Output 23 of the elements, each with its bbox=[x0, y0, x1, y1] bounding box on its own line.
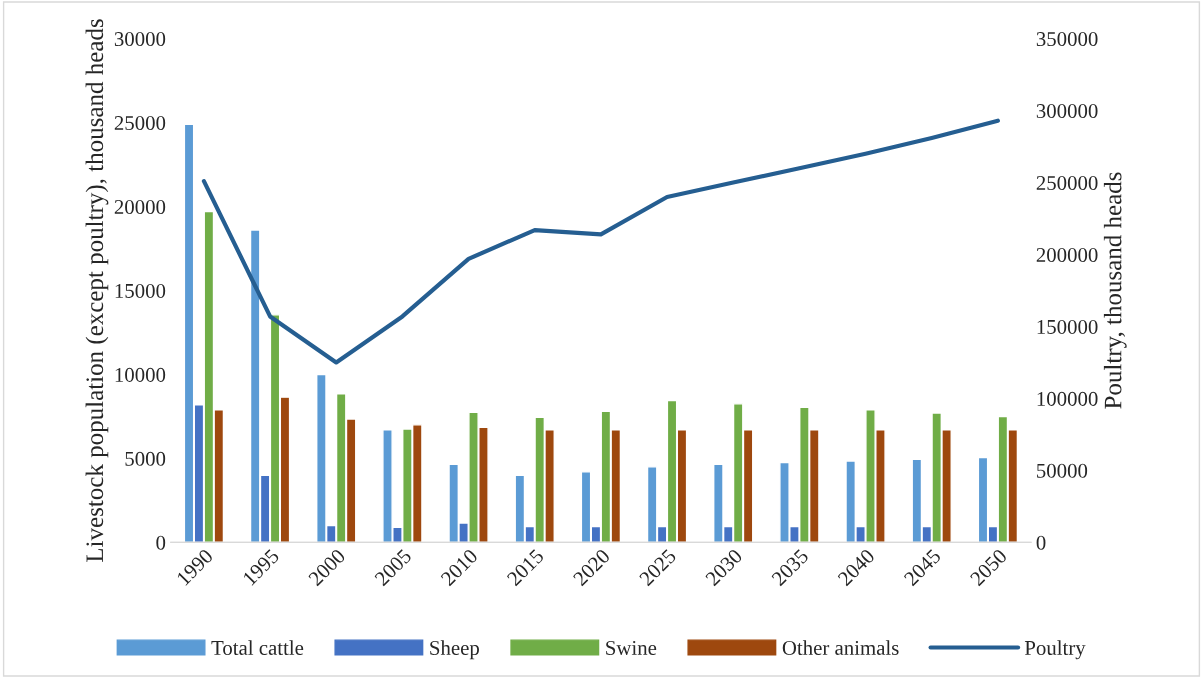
y2-axis-title: Poultry, thousand heads bbox=[1103, 172, 1127, 409]
legend-label: Other animals bbox=[782, 640, 899, 655]
y2-tick-label: 100000 bbox=[1037, 391, 1098, 406]
legend-label: Swine bbox=[606, 640, 657, 655]
y-tick-label: 30000 bbox=[114, 32, 166, 47]
y2-tick-label: 0 bbox=[1036, 535, 1046, 550]
y-axis-title: Livestock population (except poultry), thousand heads bbox=[85, 19, 109, 562]
legend-label: Sheep bbox=[430, 640, 479, 660]
y-tick-label: 15000 bbox=[115, 283, 166, 298]
y-tick-label: 20000 bbox=[114, 199, 166, 214]
y2-tick-label: 200000 bbox=[1036, 247, 1098, 262]
legend-label: Total cattle bbox=[211, 640, 304, 655]
line-series bbox=[201, 118, 1000, 365]
y2-tick-label: 350000 bbox=[1036, 32, 1098, 47]
y2-tick-label: 250000 bbox=[1036, 175, 1098, 191]
y-tick-label: 0 bbox=[156, 535, 166, 550]
y-tick-label: 5000 bbox=[125, 451, 166, 466]
y2-tick-label: 50000 bbox=[1037, 463, 1088, 478]
y-tick-label: 10000 bbox=[115, 367, 166, 382]
legend-label: Poultry bbox=[1024, 640, 1086, 660]
y2-tick-label: 150000 bbox=[1037, 319, 1098, 334]
y-tick-label: 25000 bbox=[114, 115, 166, 131]
y2-tick-label: 300000 bbox=[1036, 103, 1098, 119]
